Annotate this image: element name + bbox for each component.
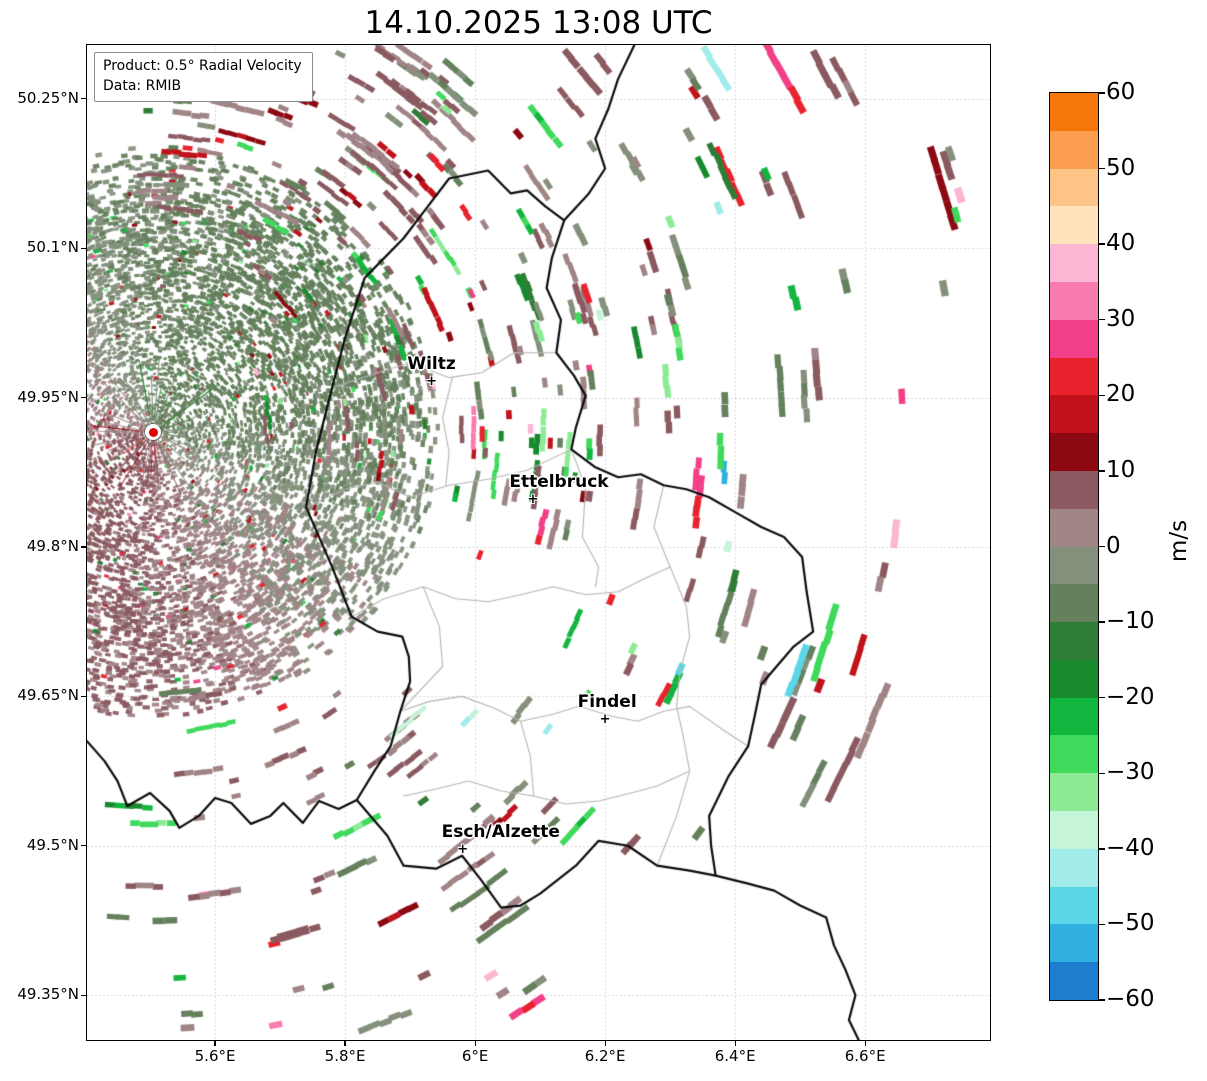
city-label: Esch/Alzette — [441, 821, 560, 842]
colorbar-tick-label: 40 — [1106, 230, 1136, 257]
colorbar-segment — [1050, 395, 1098, 434]
x-axis-tick — [864, 1041, 866, 1046]
city-label: Ettelbruck — [509, 472, 609, 493]
radar-map-canvas — [87, 45, 990, 1040]
colorbar-segment — [1050, 206, 1098, 245]
x-tick-label: 6.4°E — [714, 1047, 756, 1065]
colorbar-tick-label: −60 — [1106, 986, 1155, 1012]
colorbar-segment — [1050, 130, 1098, 170]
x-axis-tick — [604, 1041, 606, 1046]
legend-data-line: Data: RMIB — [103, 77, 182, 94]
city-marker: + — [527, 492, 539, 508]
colorbar-segment — [1050, 508, 1098, 548]
colorbar-segment — [1050, 886, 1098, 926]
x-axis-tick — [214, 1041, 216, 1046]
x-tick-label: 6.2°E — [584, 1047, 626, 1065]
city-marker: + — [426, 373, 437, 389]
colorbar-tick — [1099, 848, 1105, 850]
colorbar-tick — [1099, 923, 1105, 926]
colorbar-tick — [1099, 319, 1105, 321]
y-tick-label: 50.1°N — [26, 238, 79, 257]
x-tick-label: 6.6°E — [844, 1047, 886, 1065]
colorbar-segment — [1050, 281, 1098, 321]
colorbar-segment — [1050, 319, 1098, 359]
colorbar-segment — [1050, 168, 1098, 207]
colorbar-tick-label: 60 — [1106, 79, 1136, 105]
colorbar — [1050, 93, 1098, 1000]
colorbar-tick-label: 50 — [1106, 154, 1136, 181]
y-tick-label: 49.35°N — [17, 985, 79, 1004]
colorbar-segment — [1050, 622, 1098, 661]
colorbar-tick — [1099, 92, 1105, 94]
city-marker: + — [599, 712, 611, 728]
colorbar-tick — [1099, 243, 1105, 245]
city-label: Findel — [577, 692, 637, 713]
colorbar-tick-label: −50 — [1106, 910, 1155, 937]
colorbar-segment — [1050, 848, 1098, 888]
y-axis-tick — [81, 396, 86, 399]
y-tick-label: 50.25°N — [17, 88, 79, 107]
colorbar-segment — [1050, 735, 1098, 774]
colorbar-segment — [1050, 93, 1098, 132]
y-tick-label: 49.8°N — [26, 536, 79, 555]
colorbar-segment — [1050, 584, 1098, 623]
colorbar-segment — [1050, 546, 1098, 585]
colorbar-tick-label: −40 — [1106, 834, 1155, 861]
colorbar-tick — [1099, 394, 1105, 397]
colorbar-tick — [1099, 621, 1105, 623]
city-label: Wiltz — [407, 353, 456, 374]
y-axis-tick — [81, 695, 86, 697]
y-tick-label: 49.5°N — [26, 835, 79, 854]
y-axis-tick — [81, 247, 86, 249]
colorbar-segment — [1050, 773, 1098, 812]
colorbar-tick-label: 30 — [1106, 305, 1136, 332]
x-tick-label: 5.8°E — [324, 1047, 366, 1065]
y-axis-tick — [81, 98, 86, 100]
legend-product-line: Product: 0.5° Radial Velocity — [103, 58, 302, 74]
colorbar-segment — [1050, 244, 1098, 283]
radar-site-marker — [145, 424, 162, 441]
x-tick-label: 5.6°E — [194, 1047, 236, 1065]
colorbar-tick — [1099, 696, 1105, 699]
legend-box: Product: 0.5° Radial Velocity Data: RMIB — [94, 52, 313, 103]
colorbar-tick — [1099, 999, 1105, 1001]
colorbar-tick — [1099, 167, 1105, 170]
x-axis-tick — [734, 1041, 736, 1046]
x-axis-tick — [344, 1041, 346, 1046]
x-tick-label: 6°E — [461, 1047, 489, 1065]
y-tick-label: 49.65°N — [17, 686, 79, 705]
colorbar-segment — [1050, 357, 1098, 396]
colorbar-unit-label: m/s — [1166, 519, 1193, 563]
colorbar-tick-label: −30 — [1106, 759, 1155, 786]
x-axis-tick — [474, 1041, 476, 1046]
colorbar-segment — [1050, 924, 1098, 963]
colorbar-segment — [1050, 811, 1098, 850]
colorbar-segment — [1050, 470, 1098, 510]
colorbar-tick-label: 10 — [1106, 456, 1136, 483]
colorbar-segment — [1050, 659, 1098, 699]
colorbar-segment — [1050, 962, 1098, 1000]
colorbar-tick — [1099, 545, 1105, 548]
y-axis-tick — [81, 845, 86, 847]
colorbar-segment — [1050, 697, 1098, 737]
colorbar-tick-label: −10 — [1106, 608, 1155, 635]
colorbar-frame — [1049, 92, 1099, 1001]
colorbar-segment — [1050, 433, 1098, 472]
colorbar-tick — [1099, 772, 1105, 774]
colorbar-tick-label: −20 — [1106, 683, 1155, 710]
colorbar-tick-label: 20 — [1106, 381, 1136, 408]
colorbar-tick — [1099, 470, 1105, 472]
figure-title: 14.10.2025 13:08 UTC — [364, 5, 713, 41]
y-axis-tick — [81, 994, 86, 996]
city-marker: + — [457, 841, 469, 857]
colorbar-tick-label: 0 — [1106, 532, 1121, 559]
y-tick-label: 49.95°N — [17, 387, 79, 406]
y-axis-tick — [81, 546, 86, 548]
